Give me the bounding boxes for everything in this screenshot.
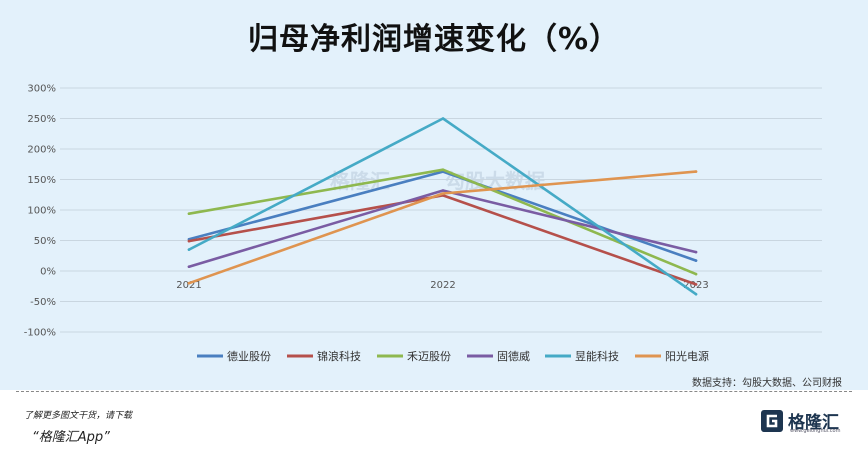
y-tick-label: -50% [30, 297, 56, 308]
legend-label: 德业股份 [227, 349, 271, 363]
y-tick-label: 200% [27, 145, 56, 156]
data-source: 数据支持：勾股大数据、公司财报 [692, 378, 842, 389]
x-tick-label: 2021 [176, 280, 201, 291]
y-tick-label: 50% [34, 236, 56, 247]
data-point [694, 272, 698, 276]
line-chart: -100% -50% 0% 50% 100% 150% 200% 250% 300% 2021 20… [24, 84, 822, 363]
data-point [694, 250, 698, 254]
legend-label: 禾迈股份 [407, 350, 451, 363]
chart-title: 归母净利润增速变化（%） [247, 22, 621, 57]
logo-subtext: www.gelonghui.com [790, 428, 841, 434]
data-point [694, 292, 698, 296]
data-point [187, 239, 191, 243]
y-tick-label: 250% [27, 114, 56, 125]
promo-line-2: “格隆汇App” [32, 430, 110, 445]
chart-card: 归母净利润增速变化（%） 格隆汇 勾股大数据 -100% -50% 0% 50% 100… [0, 0, 868, 390]
y-tick-label: 300% [27, 84, 56, 95]
data-point [441, 117, 445, 120]
x-tick-label: 2022 [430, 280, 455, 291]
y-tick-label: 100% [27, 206, 56, 217]
data-point [187, 265, 191, 269]
series-line [187, 170, 698, 262]
y-tick-label: 0% [40, 267, 56, 278]
legend-label: 昱能科技 [575, 349, 619, 363]
data-point [441, 192, 445, 195]
footer: 了解更多图文干货，请下载 “格隆汇App” 格隆汇 www.gelonghui.… [0, 392, 868, 472]
divider [16, 391, 852, 392]
data-point [187, 248, 191, 251]
series-line [187, 117, 698, 296]
logo-icon [761, 410, 783, 432]
promo-line-1: 了解更多图文干货，请下载 [24, 411, 133, 421]
legend-label: 阳光电源 [665, 349, 709, 363]
legend-label: 锦浪科技 [317, 349, 361, 363]
data-point [187, 212, 191, 215]
y-tick-label: 150% [27, 175, 56, 186]
y-tick-label: -100% [24, 328, 56, 339]
data-point [187, 281, 191, 285]
gelonghui-logo: 格隆汇 www.gelonghui.com [760, 406, 842, 436]
data-point [694, 170, 698, 173]
logo-text: 格隆汇 [788, 413, 839, 433]
data-point [694, 283, 698, 286]
data-point [441, 189, 445, 192]
legend-label: 固德威 [497, 349, 530, 363]
data-point [441, 168, 445, 171]
data-point [694, 259, 698, 262]
